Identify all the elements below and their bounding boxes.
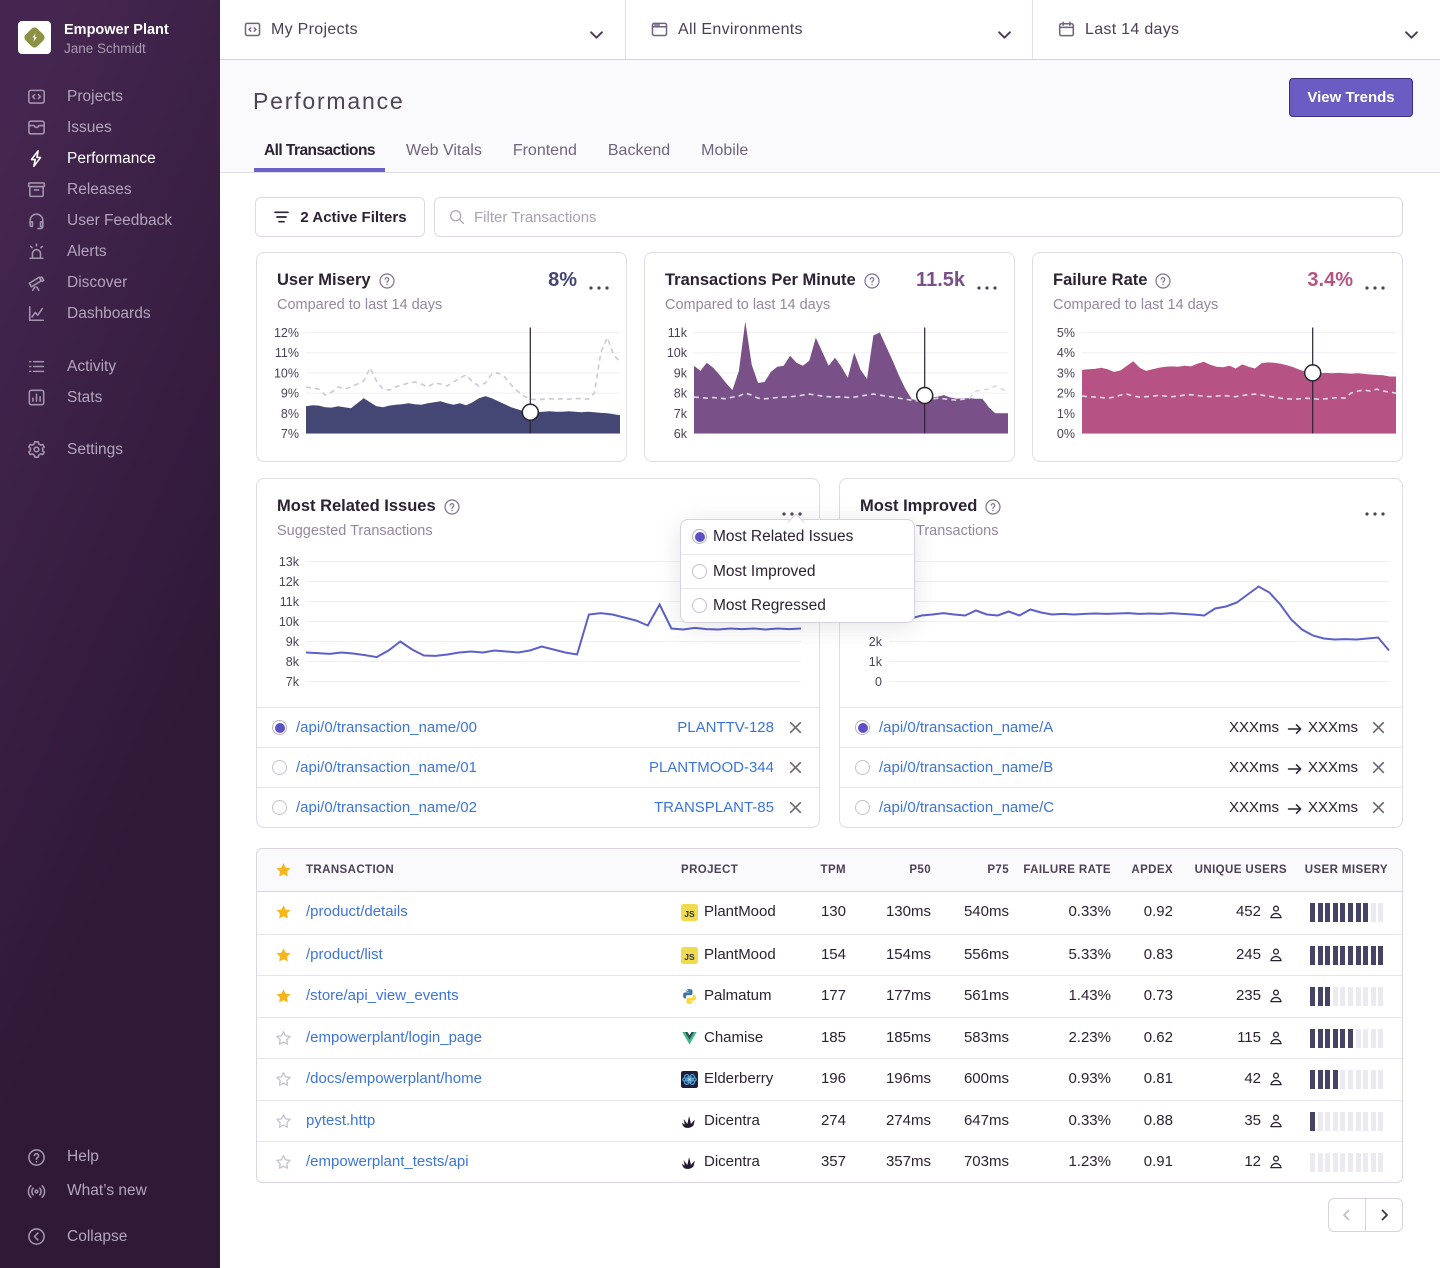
svg-text:12%: 12%	[274, 326, 299, 340]
svg-text:9%: 9%	[281, 387, 299, 401]
svg-text:7k: 7k	[286, 675, 300, 689]
svg-text:10k: 10k	[667, 346, 688, 360]
svg-text:4%: 4%	[1057, 346, 1075, 360]
svg-text:6k: 6k	[674, 427, 688, 441]
svg-text:0: 0	[875, 675, 882, 689]
svg-text:1k: 1k	[869, 655, 883, 669]
svg-text:JS: JS	[684, 952, 695, 962]
svg-text:1%: 1%	[1057, 407, 1075, 421]
svg-text:2k: 2k	[869, 635, 883, 649]
svg-text:13k: 13k	[279, 555, 300, 569]
svg-text:10k: 10k	[279, 615, 300, 629]
svg-text:11%: 11%	[275, 346, 299, 360]
svg-text:5%: 5%	[1057, 326, 1075, 340]
svg-text:0%: 0%	[1057, 427, 1075, 441]
svg-text:8k: 8k	[286, 655, 300, 669]
svg-text:10%: 10%	[274, 366, 299, 380]
svg-text:9k: 9k	[674, 366, 688, 380]
svg-text:2%: 2%	[1057, 387, 1075, 401]
svg-text:12k: 12k	[279, 575, 300, 589]
svg-text:JS: JS	[684, 909, 695, 919]
svg-text:11k: 11k	[280, 595, 300, 609]
svg-text:9k: 9k	[286, 635, 300, 649]
svg-text:3%: 3%	[1057, 366, 1075, 380]
svg-text:11k: 11k	[668, 326, 688, 340]
svg-text:8k: 8k	[674, 387, 688, 401]
svg-text:7%: 7%	[281, 427, 299, 441]
svg-text:8%: 8%	[281, 407, 299, 421]
svg-text:7k: 7k	[674, 407, 688, 421]
